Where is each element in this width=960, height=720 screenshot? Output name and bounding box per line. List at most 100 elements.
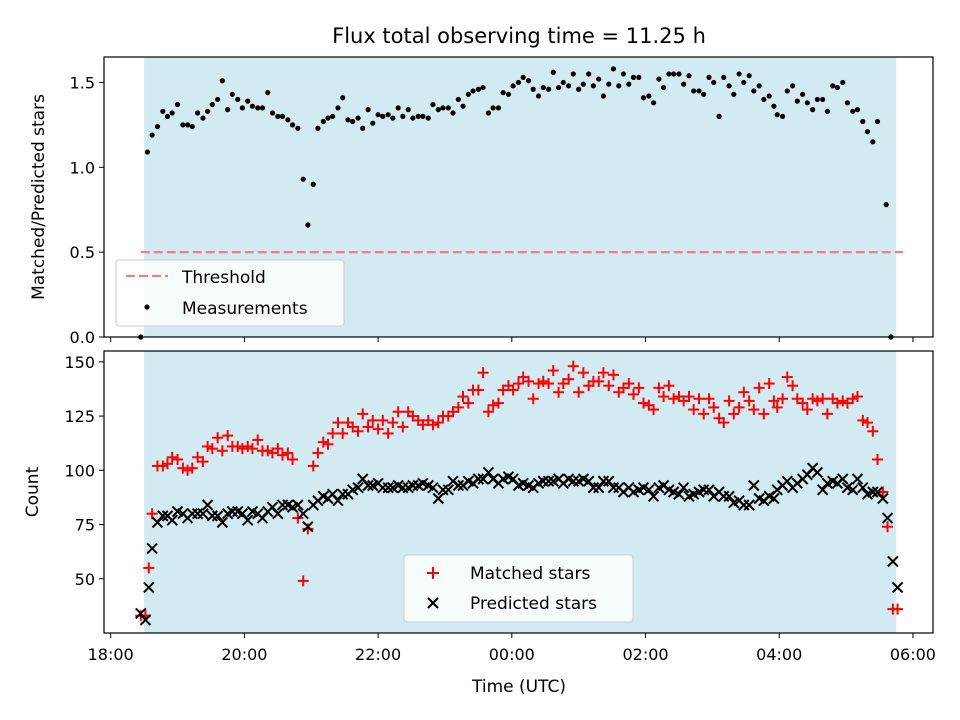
matched-point-26: [262, 445, 274, 457]
measurement-point-140: [840, 79, 846, 86]
matched-point-6: [162, 458, 174, 470]
predicted-point-22: [242, 514, 254, 526]
measurement-point-51: [395, 105, 401, 111]
matched-point-104: [653, 382, 665, 394]
measurement-point-114: [711, 79, 717, 86]
predicted-point-92: [593, 481, 605, 494]
predicted-point-13: [197, 507, 209, 520]
measurement-point-85: [566, 83, 572, 89]
matched-point-70: [482, 406, 494, 418]
measurement-point-5: [164, 113, 171, 119]
matched-point-41: [337, 427, 349, 439]
matched-point-28: [272, 443, 284, 455]
predicted-point-141: [837, 473, 849, 485]
matched-point-117: [718, 417, 730, 429]
predicted-legend-label: Predicted stars: [470, 594, 597, 614]
matched-point-29: [277, 449, 289, 461]
measurement-point-72: [500, 90, 506, 96]
matched-point-45: [357, 408, 369, 420]
measurement-point-127: [774, 112, 780, 118]
top-legend-box: [115, 259, 345, 327]
matched-point-13: [197, 456, 209, 468]
matched-point-31: [287, 453, 299, 465]
matched-point-8: [172, 453, 184, 465]
predicted-point-62: [442, 484, 455, 496]
measurement-point-7: [174, 101, 181, 108]
measurement-point-55: [415, 113, 421, 119]
measurement-point-141: [844, 100, 851, 106]
matched-point-71: [487, 399, 499, 411]
measurement-point-81: [545, 86, 552, 92]
matched-point-24: [252, 434, 264, 446]
matched-point-138: [821, 408, 833, 420]
matched-point-37: [317, 436, 329, 448]
bottom-y-tick-label-2: 100: [64, 461, 95, 480]
measurement-point-83: [556, 84, 562, 91]
matched-point-72: [492, 397, 504, 409]
matched-point-149: [877, 486, 889, 498]
matched-point-89: [577, 367, 589, 379]
matched-point-147: [867, 425, 879, 437]
measurement-point-15: [215, 96, 221, 103]
matched-point-119: [728, 408, 740, 420]
matched-point-134: [801, 404, 813, 416]
matched-legend-swatch: [427, 567, 439, 579]
matched-point-106: [663, 380, 675, 392]
matched-point-136: [811, 395, 823, 407]
matched-point-69: [477, 367, 489, 379]
bottom-y-tick-label-3: 125: [64, 407, 95, 426]
measurement-point-108: [681, 81, 687, 87]
measurement-point-64: [460, 103, 466, 109]
measurement-point-45: [365, 107, 371, 113]
matched-point-49: [377, 414, 389, 426]
measurement-point-44: [360, 125, 366, 131]
matched-point-35: [307, 460, 319, 472]
measurement-point-110: [691, 88, 697, 94]
matched-point-84: [553, 386, 565, 398]
measurement-point-12: [200, 115, 206, 121]
measurement-point-86: [570, 71, 576, 77]
predicted-point-143: [847, 484, 859, 496]
measurement-point-66: [470, 88, 476, 94]
matched-point-144: [851, 391, 863, 403]
predicted-legend-swatch: [427, 597, 439, 609]
measurement-point-126: [771, 103, 777, 109]
matched-point-98: [623, 378, 635, 390]
predicted-point-0: [135, 607, 147, 620]
measurement-point-6: [169, 110, 175, 116]
measurement-point-112: [701, 91, 707, 97]
measurement-point-94: [610, 66, 617, 72]
top-y-axis-label: Matched/Predicted stars: [29, 94, 49, 300]
measurement-point-75: [515, 79, 522, 86]
measurement-point-52: [400, 113, 406, 119]
matched-point-95: [607, 369, 619, 381]
measurement-point-88: [580, 81, 586, 87]
bottom-y-tick-label-4: 150: [64, 353, 95, 372]
measurement-point-76: [520, 74, 526, 80]
matched-point-18: [222, 430, 234, 442]
matched-point-128: [771, 401, 783, 413]
matched-point-34: [302, 523, 314, 535]
measurement-point-18: [229, 91, 235, 97]
matched-point-124: [753, 382, 765, 394]
measurement-point-11: [194, 110, 201, 116]
predicted-point-28: [272, 507, 284, 520]
predicted-point-44: [352, 481, 364, 494]
predicted-point-150: [881, 512, 894, 524]
measurement-point-14: [209, 101, 215, 108]
matched-point-122: [743, 395, 755, 407]
measurement-point-25: [265, 90, 271, 96]
measurement-point-117: [726, 83, 732, 89]
predicted-point-103: [647, 490, 660, 503]
matched-point-68: [472, 384, 484, 396]
matched-point-33: [297, 575, 309, 587]
measurement-point-61: [445, 105, 451, 111]
matched-point-150: [882, 521, 894, 533]
top-x-ticks: [110, 337, 914, 342]
measurement-point-106: [671, 71, 677, 77]
measurement-point-71: [495, 105, 502, 111]
bottom-x-axis: 18:00 20:00 22:00 00:00 02:00 04:00 06:00: [88, 633, 936, 664]
measurement-point-99: [636, 74, 642, 80]
predicted-point-94: [603, 475, 615, 487]
